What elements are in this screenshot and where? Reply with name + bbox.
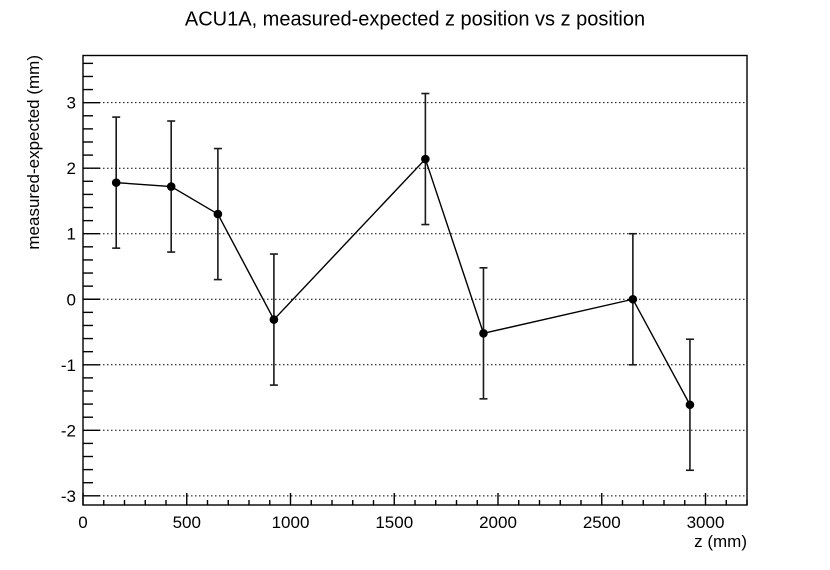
data-point-2 [213, 209, 223, 219]
chart-title: ACU1A, measured-expected z position vs z… [185, 9, 645, 31]
gridlines-layer [83, 102, 747, 497]
x-tick-label-1500: 1500 [375, 513, 413, 532]
x-tick-label-1000: 1000 [272, 513, 310, 532]
y-tick-label-0: 0 [67, 290, 76, 309]
plot-frame [82, 54, 748, 506]
markers-layer [111, 154, 695, 410]
plot-area: 0 500 1000 1500 2000 2500 3000 -3 -2 -1 0 1 2 3 [61, 54, 748, 532]
y-tick-label-3: 3 [67, 94, 76, 113]
data-point-1 [166, 182, 176, 191]
y-axis-title: measured-expected (mm) [24, 55, 43, 250]
series-line-ACU1A [116, 157, 691, 406]
y-tick-label--1: -1 [61, 356, 76, 375]
data-point-4 [421, 154, 430, 164]
data-point-3 [269, 315, 279, 324]
x-ticks-layer [82, 493, 748, 505]
x-tick-label-500: 500 [173, 513, 201, 532]
y-ticks-layer [83, 62, 100, 497]
x-axis-title: z (mm) [694, 532, 747, 551]
data-point-6 [628, 294, 638, 304]
data-point-5 [479, 329, 488, 338]
error-bars-layer [112, 92, 694, 472]
x-tick-label-0: 0 [78, 513, 87, 532]
y-tick-label-2: 2 [67, 159, 76, 178]
y-tick-label--3: -3 [61, 487, 76, 506]
y-tick-label-1: 1 [67, 225, 76, 244]
y-tick-labels: -3 -2 -1 0 1 2 3 [61, 94, 76, 506]
x-tick-label-2500: 2500 [583, 513, 621, 532]
y-tick-label--2: -2 [61, 421, 76, 440]
data-point-0 [111, 178, 121, 187]
x-tick-label-2000: 2000 [479, 513, 517, 532]
x-tick-labels: 0 500 1000 1500 2000 2500 3000 [78, 513, 724, 532]
data-point-7 [685, 400, 695, 410]
x-tick-label-3000: 3000 [687, 513, 725, 532]
